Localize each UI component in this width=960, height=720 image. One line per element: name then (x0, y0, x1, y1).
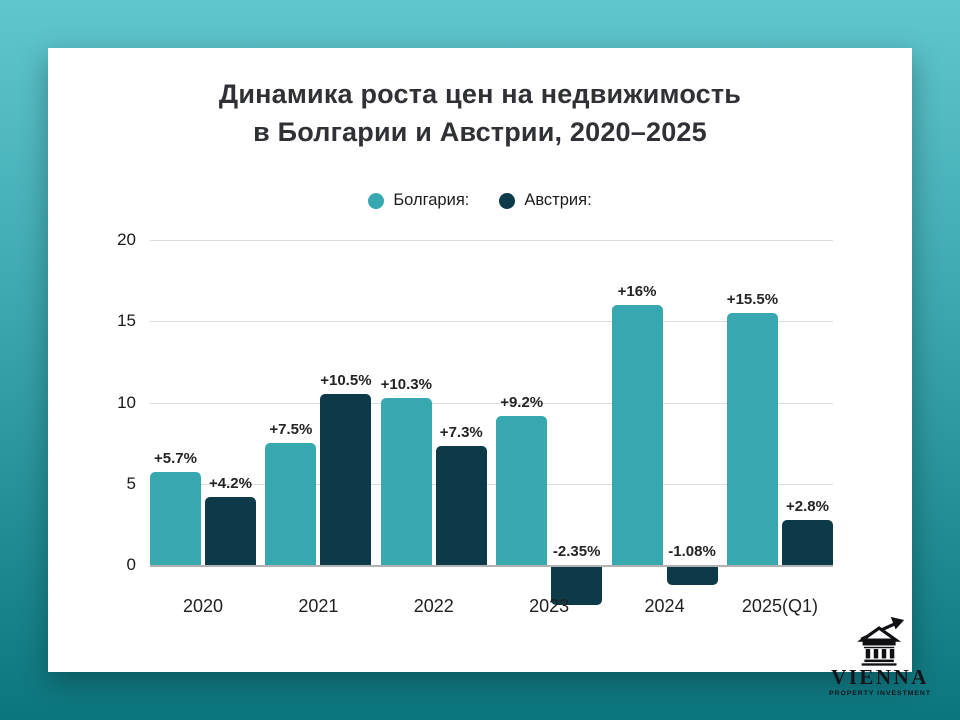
y-tick-15: 15 (117, 311, 136, 331)
bar-value-austria-2020: +4.2% (209, 474, 252, 492)
bar-group-2022: +10.3% +7.3% (381, 240, 487, 565)
bar-slot-austria-2022: +7.3% (435, 240, 487, 565)
x-label-2025(Q1): 2025(Q1) (741, 596, 818, 616)
bar-value-bulgaria-2020: +5.7% (154, 450, 197, 468)
bar-slot-bulgaria-2024: +16% (611, 240, 663, 565)
bar-bulgaria-2024 (611, 305, 663, 565)
plot-area: 0 5 10 15 20 +5.7% +4.2% +7.5% +10.5% +10.3% +7.3%… (117, 230, 833, 606)
bar-austria-2020 (205, 496, 256, 565)
bar-bulgaria-2023 (496, 415, 548, 565)
y-tick-0: 0 (126, 555, 136, 574)
bar-slot-austria-2020: +4.2% (205, 240, 256, 565)
chart-title-line2: в Болгарии и Австрии, 2020–2025 (253, 116, 707, 147)
bar-value-bulgaria-2022: +10.3% (380, 375, 432, 393)
bar-group-2025(Q1): +15.5% +2.8% (727, 240, 833, 565)
bar-group-2020: +5.7% +4.2% (150, 240, 256, 565)
y-tick-10: 10 (117, 392, 136, 412)
legend-label-bulgaria: Болгария: (393, 191, 470, 209)
bar-group-2024: +16% -1.08% (611, 240, 718, 585)
brand-logo: VIENNA PROPERTY INVESTMENT (828, 616, 932, 697)
bar-slot-bulgaria-2021: +7.5% (265, 240, 317, 565)
gridline-15 (150, 321, 833, 323)
bar-slot-austria-2023: -2.35% (551, 240, 603, 606)
bar-slot-austria-2025(Q1): +2.8% (781, 240, 833, 565)
bar-slot-bulgaria-2022: +10.3% (381, 240, 432, 565)
bar-value-austria-2022: +7.3% (439, 424, 483, 442)
bar-bulgaria-2021 (265, 443, 317, 565)
bar-austria-2022 (435, 446, 487, 565)
y-tick-5: 5 (126, 473, 136, 493)
x-axis-labels: 2020 2021 2022 2023 2024 2025(Q1) (150, 596, 833, 617)
bar-bulgaria-2022 (380, 397, 432, 565)
bar-value-bulgaria-2024: +16% (617, 283, 657, 300)
bar-value-austria-2023: -2.35% (552, 543, 601, 560)
chart-card: Динамика роста цен на недвижимость в Болг… (48, 48, 912, 672)
bar-austria-2024 (666, 567, 718, 585)
gridline-10 (150, 402, 833, 404)
bar-bulgaria-2025(Q1) (726, 313, 778, 565)
bar-slot-austria-2021: +10.5% (320, 240, 372, 565)
x-label-2021: 2021 (298, 596, 339, 616)
gridline-5 (150, 483, 833, 485)
bar-group-2023: +9.2% -2.35% (496, 240, 603, 606)
chart-title: Динамика роста цен на недвижимость в Болг… (48, 76, 912, 152)
bar-slot-bulgaria-2025(Q1): +15.5% (727, 240, 778, 565)
bar-value-austria-2025(Q1): +2.8% (785, 497, 829, 515)
bar-group-2021: +7.5% +10.5% (265, 240, 372, 565)
bar-value-bulgaria-2025(Q1): +15.5% (726, 291, 779, 309)
brand-tagline: PROPERTY INVESTMENT (829, 690, 931, 698)
bar-groups: +5.7% +4.2% +7.5% +10.5% +10.3% +7.3% +9.2% -2.… (150, 240, 833, 606)
bar-value-austria-2024: -1.08% (668, 543, 716, 560)
chart-title-line1: Динамика роста цен на недвижимость (218, 79, 742, 109)
bar-austria-2021 (320, 394, 372, 565)
bar-value-bulgaria-2023: +9.2% (500, 393, 544, 411)
bar-bulgaria-2020 (150, 472, 201, 565)
x-label-2022: 2022 (413, 596, 454, 616)
bar-slot-bulgaria-2020: +5.7% (150, 240, 201, 565)
legend-dot-bulgaria-icon (368, 192, 385, 209)
legend-dot-austria-icon (499, 192, 516, 209)
bar-austria-2025(Q1) (781, 519, 833, 565)
gridline-20 (150, 240, 833, 241)
y-tick-20: 20 (117, 230, 136, 249)
bar-slot-bulgaria-2023: +9.2% (496, 240, 548, 565)
x-label-2024: 2024 (644, 596, 685, 616)
bar-slot-austria-2024: -1.08% (666, 240, 718, 585)
bar-austria-2023 (551, 567, 603, 606)
bar-value-bulgaria-2021: +7.5% (269, 421, 313, 439)
legend-item-bulgaria: Болгария: (368, 191, 469, 210)
chart-legend: Болгария: Австрия: (48, 191, 912, 210)
bar-value-austria-2021: +10.5% (320, 372, 372, 390)
x-label-2020: 2020 (182, 596, 224, 616)
building-growth-arrow-icon (857, 616, 905, 666)
legend-item-austria: Австрия: (499, 191, 592, 210)
brand-name: VIENNA (831, 665, 929, 689)
legend-label-austria: Австрия: (524, 191, 592, 209)
x-label-2023: 2023 (529, 596, 570, 616)
